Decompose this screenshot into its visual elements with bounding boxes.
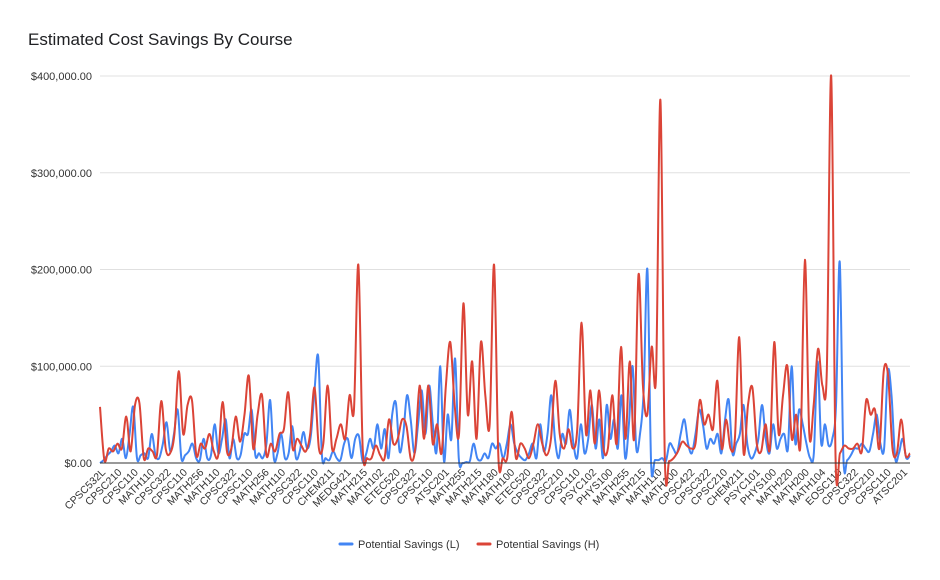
grid-lines: [100, 75, 910, 367]
y-tick-label: $400,000.00: [31, 71, 92, 83]
y-tick-label: $200,000.00: [31, 265, 92, 277]
series-line-h: [99, 74, 911, 487]
x-axis-ticks: CPSC532LCPSC210CPSC110MATH110CPSC322CPSC…: [62, 467, 910, 513]
chart-title: Estimated Cost Savings By Course: [28, 30, 293, 49]
legend-label-l: Potential Savings (L): [358, 539, 460, 551]
series-lines: [99, 74, 911, 487]
legend[interactable]: Potential Savings (L) Potential Savings …: [338, 539, 599, 551]
y-tick-label: $100,000.00: [31, 361, 92, 373]
y-tick-label: $300,000.00: [31, 168, 92, 180]
legend-label-h: Potential Savings (H): [496, 539, 599, 551]
y-tick-label: $0.00: [64, 458, 92, 470]
y-axis-ticks: $0.00 $100,000.00 $200,000.00 $300,000.00 $4…: [31, 71, 92, 470]
